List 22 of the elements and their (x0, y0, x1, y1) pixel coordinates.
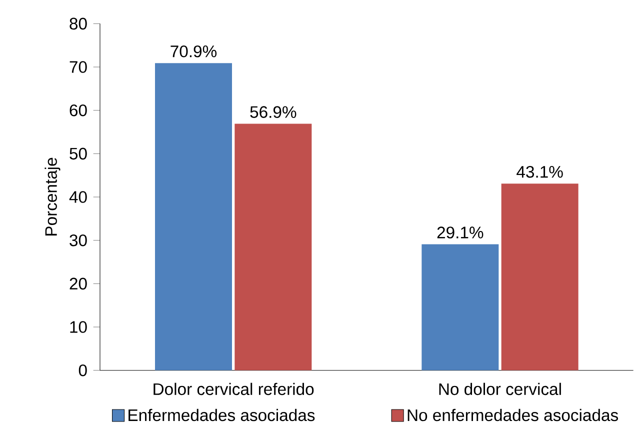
data-label: 70.9% (170, 45, 217, 58)
y-axis-title: Porcentaje (44, 158, 60, 236)
y-tick-label: 20 (70, 278, 87, 290)
y-tick-label: 50 (70, 148, 87, 160)
y-tick-label: 30 (70, 234, 87, 246)
bar (155, 63, 232, 370)
bar (234, 124, 312, 370)
y-tick-label: 10 (70, 321, 87, 333)
x-tick-label: No dolor cervical (439, 382, 561, 396)
y-tick-label: 60 (70, 104, 87, 116)
bar (501, 184, 578, 370)
legend-label: No enfermedades asociadas (408, 408, 618, 422)
data-label: 29.1% (437, 226, 484, 238)
bar (422, 244, 499, 370)
x-tick-label: Dolor cervical referido (154, 382, 314, 396)
data-label: 43.1% (516, 166, 563, 178)
legend-label: Enfermedades asociadas (128, 408, 315, 422)
y-tick-label: 40 (69, 191, 87, 203)
y-tick-label: 0 (78, 364, 87, 376)
y-tick-label: 70 (70, 61, 87, 73)
y-tick-label: 80 (70, 18, 87, 30)
data-label: 56.9% (250, 106, 296, 118)
